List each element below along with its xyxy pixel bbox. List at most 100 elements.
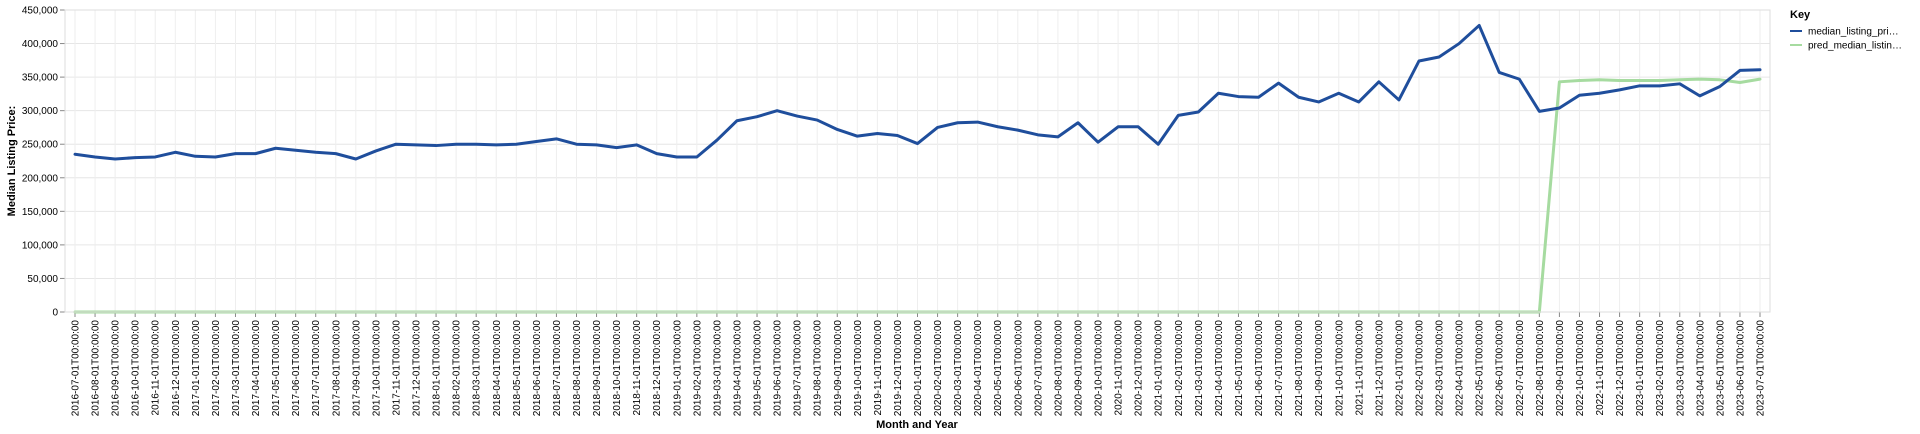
gridlines [65, 9, 1770, 313]
x-tick-label: 2022-03-01T00:00:00 [1435, 320, 1446, 417]
x-tick-label: 2019-11-01T00:00:00 [873, 320, 884, 416]
x-tick-label: 2018-08-01T00:00:00 [572, 320, 583, 417]
x-tick-label: 2018-10-01T00:00:00 [612, 320, 623, 417]
x-tick-label: 2019-05-01T00:00:00 [753, 320, 764, 417]
x-tick-label: 2017-07-01T00:00:00 [311, 320, 322, 417]
x-tick-label: 2022-07-01T00:00:00 [1515, 320, 1526, 417]
x-tick-label: 2021-02-01T00:00:00 [1174, 320, 1185, 417]
x-tick-label: 2023-01-01T00:00:00 [1635, 320, 1646, 417]
x-tick-label: 2022-04-01T00:00:00 [1455, 320, 1466, 417]
x-tick-label: 2022-05-01T00:00:00 [1475, 320, 1486, 417]
x-tick-label: 2021-09-01T00:00:00 [1314, 320, 1325, 417]
x-tick-label: 2018-03-01T00:00:00 [472, 320, 483, 417]
x-tick-label: 2016-11-01T00:00:00 [151, 320, 162, 416]
x-tick-label: 2018-12-01T00:00:00 [652, 320, 663, 417]
plot-frame [64, 9, 1771, 313]
x-tick-label: 2020-07-01T00:00:00 [1033, 320, 1044, 417]
legend-title: Key [1790, 9, 1811, 21]
legend: Key median_listing_pri… pred_median_listi… [1790, 9, 1902, 52]
x-tick-label: 2017-12-01T00:00:00 [412, 320, 423, 417]
series-line-0 [73, 23, 1762, 161]
x-tick-label: 2021-11-01T00:00:00 [1354, 320, 1365, 416]
x-tick-label: 2017-03-01T00:00:00 [231, 320, 242, 417]
y-tick-label: 0 [52, 308, 58, 319]
x-axis-title: Month and Year [876, 419, 958, 431]
x-tick-label: 2021-08-01T00:00:00 [1294, 320, 1305, 417]
x-tick-label: 2016-10-01T00:00:00 [131, 320, 142, 417]
x-tick-label: 2022-06-01T00:00:00 [1495, 320, 1506, 417]
x-tick-label: 2019-10-01T00:00:00 [853, 320, 864, 417]
x-tick-label: 2019-09-01T00:00:00 [833, 320, 844, 417]
x-tick-label: 2021-05-01T00:00:00 [1234, 320, 1245, 417]
x-tick-label: 2020-12-01T00:00:00 [1134, 320, 1145, 417]
x-tick-label: 2017-10-01T00:00:00 [371, 320, 382, 417]
x-tick-label: 2018-04-01T00:00:00 [492, 320, 503, 417]
x-tick-label: 2016-12-01T00:00:00 [171, 320, 182, 417]
y-tick-label: 300,000 [22, 106, 59, 117]
x-tick-label: 2017-09-01T00:00:00 [351, 320, 362, 417]
x-tick-label: 2021-12-01T00:00:00 [1374, 320, 1385, 417]
x-tick-label: 2019-01-01T00:00:00 [672, 320, 683, 417]
x-tick-label: 2021-03-01T00:00:00 [1194, 320, 1205, 417]
x-tick-label: 2017-05-01T00:00:00 [271, 320, 282, 417]
x-tick-label: 2017-06-01T00:00:00 [291, 320, 302, 417]
x-tick-label: 2021-01-01T00:00:00 [1154, 320, 1165, 417]
x-tick-label: 2020-03-01T00:00:00 [953, 320, 964, 417]
x-tick-label: 2023-06-01T00:00:00 [1735, 320, 1746, 417]
x-tick-label: 2020-04-01T00:00:00 [973, 320, 984, 417]
x-tick-label: 2018-01-01T00:00:00 [432, 320, 443, 417]
x-tick-label: 2020-05-01T00:00:00 [993, 320, 1004, 417]
y-tick-label: 250,000 [22, 140, 59, 151]
x-tick-label: 2018-06-01T00:00:00 [532, 320, 543, 417]
x-tick-label: 2017-08-01T00:00:00 [331, 320, 342, 417]
y-tick-label: 150,000 [22, 207, 59, 218]
x-tick-label: 2019-03-01T00:00:00 [712, 320, 723, 417]
y-tick-label: 350,000 [22, 73, 59, 84]
x-tick-label: 2023-02-01T00:00:00 [1655, 320, 1666, 417]
y-tick-label: 400,000 [22, 39, 59, 50]
x-tick-label: 2022-12-01T00:00:00 [1615, 320, 1626, 417]
x-tick-label: 2016-07-01T00:00:00 [71, 320, 82, 417]
x-tick-label: 2018-05-01T00:00:00 [512, 320, 523, 417]
x-tick-label: 2016-08-01T00:00:00 [91, 320, 102, 417]
x-tick-label: 2020-10-01T00:00:00 [1094, 320, 1105, 417]
x-tick-label: 2018-09-01T00:00:00 [592, 320, 603, 417]
x-tick-label: 2022-02-01T00:00:00 [1414, 320, 1425, 417]
x-tick-label: 2020-09-01T00:00:00 [1073, 320, 1084, 417]
x-tick-label: 2019-07-01T00:00:00 [793, 320, 804, 417]
x-tick-label: 2021-10-01T00:00:00 [1334, 320, 1345, 417]
x-tick-label: 2017-02-01T00:00:00 [211, 320, 222, 417]
x-axis-ticks: 2016-07-01T00:00:00 2016-08-01T00:00:00 20… [71, 312, 1767, 416]
x-tick-label: 2021-04-01T00:00:00 [1214, 320, 1225, 417]
y-axis-ticks: 0 50,000 100,000 150,000 200,000 250,000 300,0… [22, 6, 65, 319]
x-tick-label: 2018-11-01T00:00:00 [632, 320, 643, 416]
x-tick-label: 2022-11-01T00:00:00 [1595, 320, 1606, 416]
x-tick-label: 2023-05-01T00:00:00 [1715, 320, 1726, 417]
x-tick-label: 2023-04-01T00:00:00 [1695, 320, 1706, 417]
y-tick-label: 450,000 [22, 6, 59, 17]
x-tick-label: 2020-11-01T00:00:00 [1114, 320, 1125, 416]
x-tick-label: 2022-09-01T00:00:00 [1555, 320, 1566, 417]
y-tick-label: 50,000 [27, 274, 58, 285]
x-tick-label: 2021-06-01T00:00:00 [1254, 320, 1265, 417]
x-tick-label: 2020-06-01T00:00:00 [1013, 320, 1024, 417]
x-tick-label: 2019-12-01T00:00:00 [893, 320, 904, 417]
x-tick-label: 2023-07-01T00:00:00 [1756, 320, 1767, 417]
x-tick-label: 2019-06-01T00:00:00 [773, 320, 784, 417]
x-tick-label: 2020-01-01T00:00:00 [913, 320, 924, 417]
y-tick-label: 200,000 [22, 173, 59, 184]
y-tick-label: 100,000 [22, 240, 59, 251]
x-tick-label: 2017-11-01T00:00:00 [391, 320, 402, 416]
x-tick-label: 2022-10-01T00:00:00 [1575, 320, 1586, 417]
legend-entry-label: pred_median_listin… [1808, 41, 1902, 52]
x-tick-label: 2016-09-01T00:00:00 [111, 320, 122, 417]
x-tick-label: 2019-08-01T00:00:00 [813, 320, 824, 417]
x-tick-label: 2018-02-01T00:00:00 [452, 320, 463, 417]
x-tick-label: 2019-04-01T00:00:00 [732, 320, 743, 417]
x-tick-label: 2017-04-01T00:00:00 [251, 320, 262, 417]
y-axis-title: Median Listing Price: [6, 106, 18, 217]
x-tick-label: 2018-07-01T00:00:00 [552, 320, 563, 417]
x-tick-label: 2020-08-01T00:00:00 [1053, 320, 1064, 417]
legend-entries: median_listing_pri… pred_median_listin… [1790, 27, 1902, 52]
